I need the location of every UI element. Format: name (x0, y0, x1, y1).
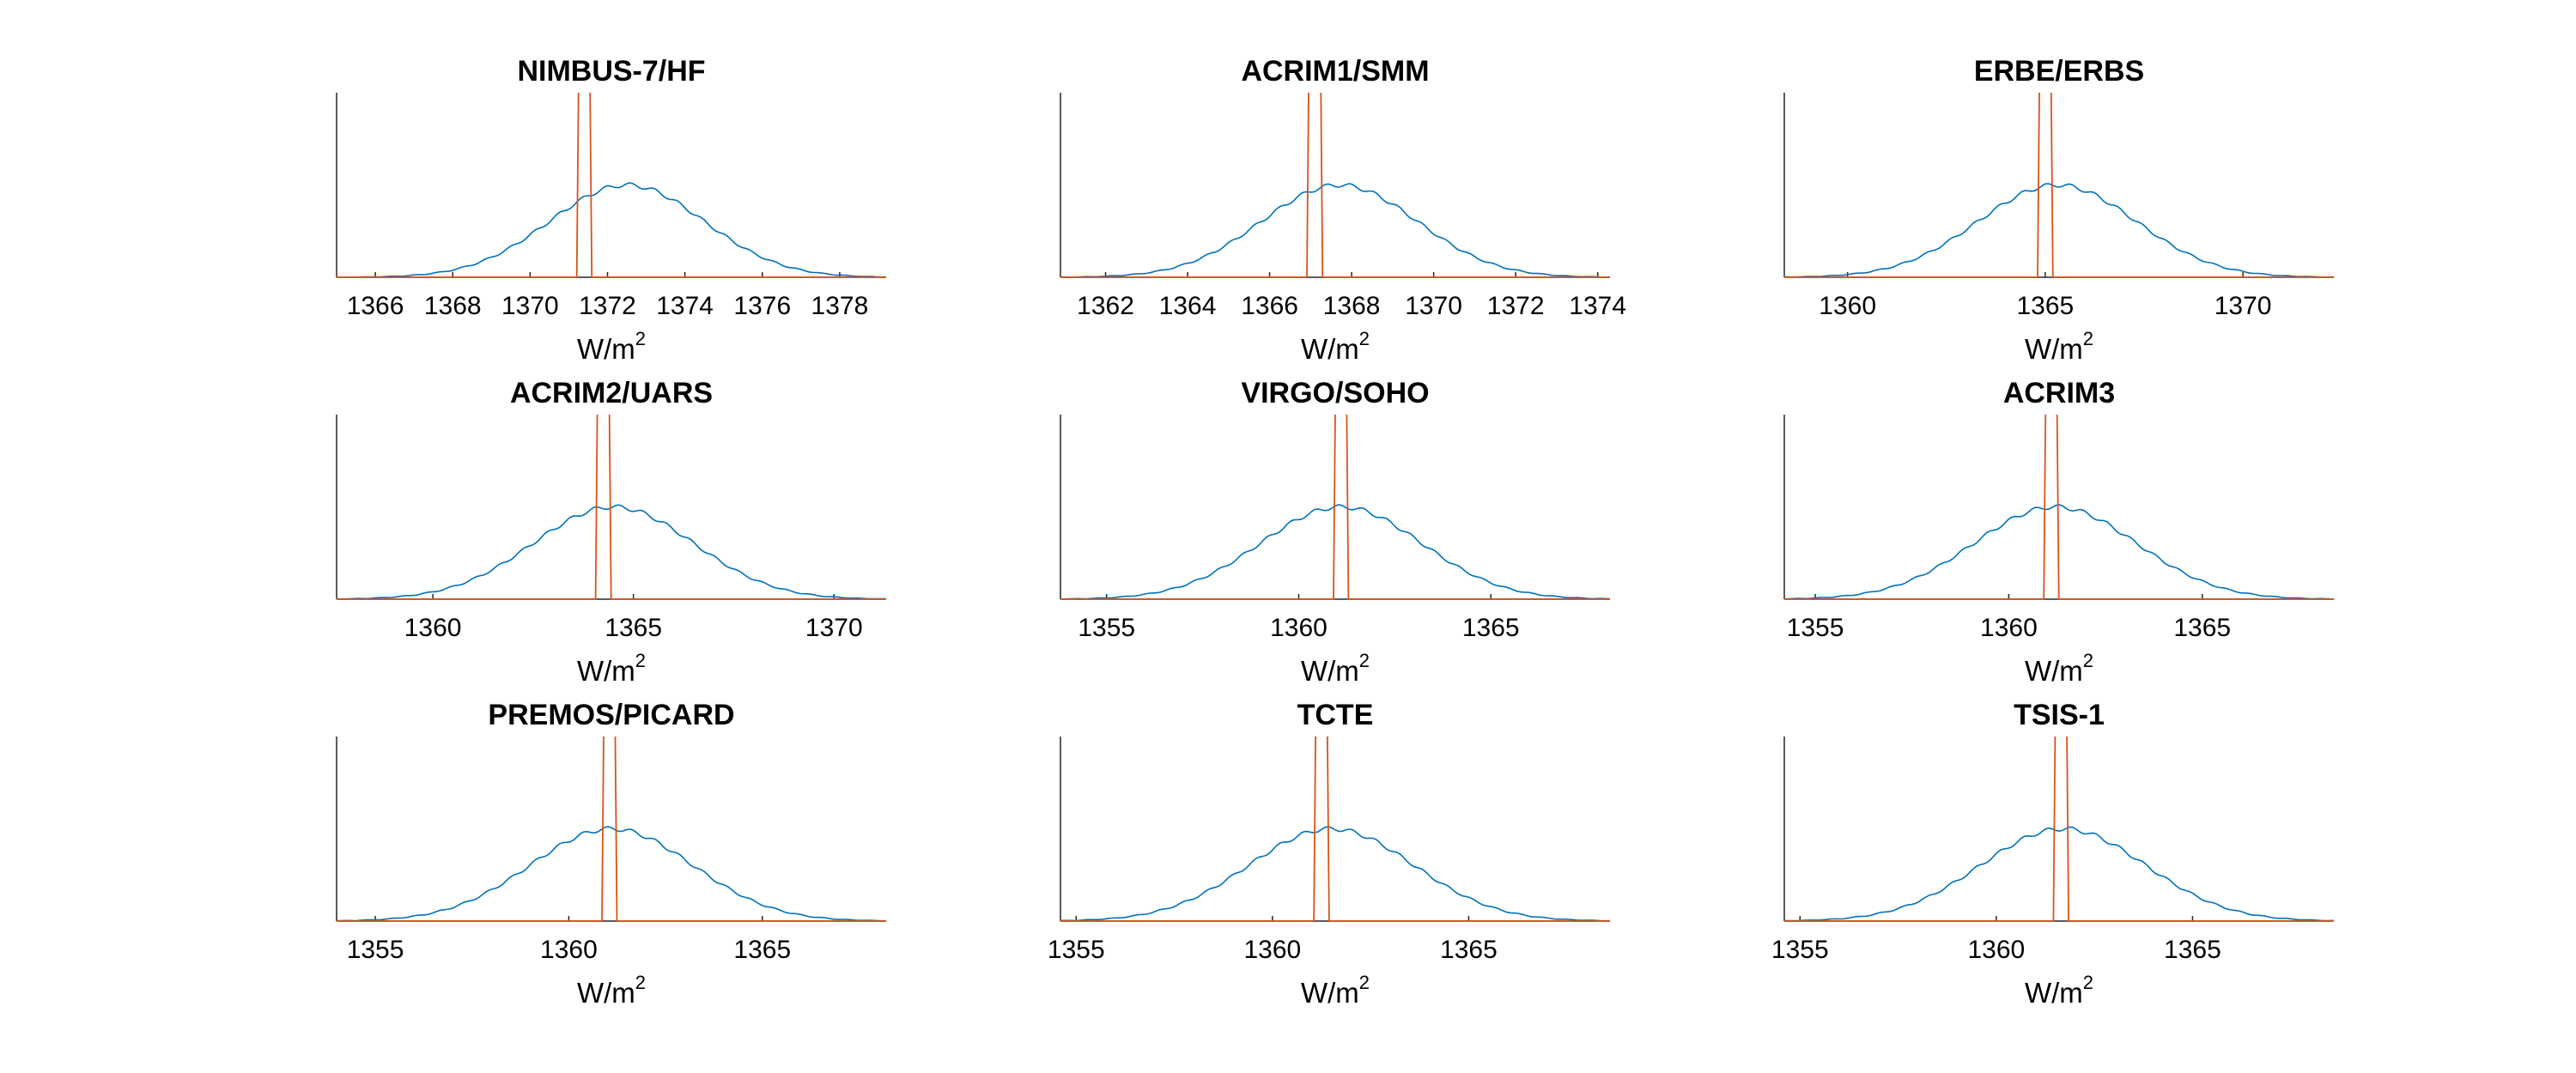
x-axis-label-sup: 2 (1359, 650, 1370, 671)
x-tick-label: 1374 (1569, 292, 1626, 320)
x-axis-label-sup: 2 (635, 972, 646, 993)
x-tick-label: 1360 (1980, 614, 2038, 642)
x-tick-label: 1360 (1243, 936, 1301, 964)
x-axis-label-base: W/m (1301, 333, 1359, 365)
x-tick-label: 1360 (540, 936, 598, 964)
prior-distribution-line (1060, 826, 1611, 922)
posterior-distribution-line (1060, 736, 1610, 922)
panel-title: VIRGO/SOHO (1241, 377, 1429, 409)
x-axis-label: W/m2 (1301, 650, 1370, 687)
x-axis-label-sup: 2 (2083, 972, 2093, 993)
x-tick-label: 1372 (1487, 292, 1545, 320)
x-tick-label: 1355 (1078, 614, 1135, 642)
x-tick-label: 1372 (579, 292, 636, 320)
panel-8: TCTE 1355 1360 1365 W/m2 (1048, 699, 1611, 1009)
prior-distribution-line (336, 182, 886, 278)
x-tick-label: 1370 (805, 614, 863, 642)
x-axis-label: W/m2 (577, 328, 646, 365)
x-tick-label: 1376 (733, 292, 791, 320)
x-axis-label-base: W/m (577, 977, 635, 1009)
x-tick-label: 1370 (2215, 292, 2272, 320)
x-axis-label: W/m2 (2025, 972, 2093, 1009)
posterior-distribution-line (337, 92, 886, 278)
x-tick-label: 1370 (1405, 292, 1462, 320)
x-axis-label-base: W/m (577, 333, 635, 365)
x-axis-label: W/m2 (2025, 650, 2093, 687)
panel-title: ACRIM1/SMM (1241, 55, 1429, 88)
panel-title: PREMOS/PICARD (488, 699, 734, 731)
panel-title: TCTE (1297, 699, 1374, 731)
x-tick-label: 1360 (1270, 614, 1327, 642)
x-tick-label: 1362 (1077, 292, 1134, 320)
posterior-distribution-line (337, 736, 886, 922)
x-tick-label: 1365 (2017, 292, 2075, 320)
panel-title: ERBE/ERBS (1974, 55, 2144, 88)
x-axis-label-base: W/m (1301, 655, 1359, 687)
x-tick-label: 1365 (1462, 614, 1520, 642)
panel-4: ACRIM2/UARS 1360 1365 1370 W/m2 (336, 377, 887, 687)
posterior-distribution-line (337, 414, 886, 600)
x-tick-label: 1365 (605, 614, 662, 642)
x-axis-label-sup: 2 (2083, 328, 2093, 349)
prior-distribution-line (1784, 826, 2334, 922)
x-axis-label-base: W/m (2025, 333, 2083, 365)
panel-title: TSIS-1 (2014, 699, 2105, 731)
panel-9: TSIS-1 1355 1360 1365 W/m2 (1771, 699, 2334, 1009)
x-tick-label: 1365 (733, 936, 791, 964)
x-tick-label: 1374 (656, 292, 714, 320)
prior-distribution-line (1783, 504, 2335, 600)
x-axis-label-base: W/m (577, 655, 635, 687)
x-tick-label: 1360 (1967, 936, 2025, 964)
x-tick-label: 1355 (347, 936, 404, 964)
x-axis-label-base: W/m (1301, 977, 1359, 1009)
x-axis-label-base: W/m (2025, 977, 2083, 1009)
panel-6: ACRIM3 1355 1360 1365 W/m2 (1783, 377, 2335, 687)
panel-7: PREMOS/PICARD 1355 1360 1365 W/m2 (336, 699, 886, 1009)
posterior-distribution-line (1784, 414, 2334, 600)
x-axis-label: W/m2 (1301, 328, 1370, 365)
panel-title: NIMBUS-7/HF (517, 55, 705, 88)
panel-2: ACRIM1/SMM 1362 1364 1366 1368 1370 1372 1374 W/… (1060, 55, 1626, 365)
x-axis-label-sup: 2 (635, 650, 646, 671)
x-tick-label: 1378 (811, 292, 869, 320)
x-axis-label-sup: 2 (1359, 328, 1370, 349)
x-tick-label: 1360 (1819, 292, 1876, 320)
panel-5: VIRGO/SOHO 1355 1360 1365 W/m2 (1060, 377, 1611, 687)
panel-title: ACRIM2/UARS (510, 377, 713, 409)
x-tick-label: 1365 (2173, 614, 2231, 642)
x-tick-label: 1365 (1440, 936, 1498, 964)
prior-distribution-line (1060, 504, 1611, 600)
panel-1: NIMBUS-7/HF 1366 1368 1370 1372 1374 1376 1378 W… (336, 55, 886, 365)
x-axis-label-sup: 2 (1359, 972, 1370, 993)
x-tick-label: 1366 (347, 292, 404, 320)
x-tick-label: 1366 (1241, 292, 1298, 320)
prior-distribution-line (336, 826, 886, 922)
posterior-distribution-line (1784, 736, 2334, 922)
x-tick-label: 1368 (1323, 292, 1381, 320)
prior-distribution-line (1784, 183, 2334, 278)
x-axis-label: W/m2 (2025, 328, 2093, 365)
posterior-distribution-line (1784, 92, 2334, 278)
x-tick-label: 1355 (1771, 936, 1829, 964)
prior-distribution-line (1060, 183, 1611, 278)
x-axis-label: W/m2 (577, 972, 646, 1009)
posterior-distribution-line (1060, 414, 1610, 600)
panel-3: ERBE/ERBS 1360 1365 1370 W/m2 (1783, 55, 2334, 365)
x-tick-label: 1370 (501, 292, 559, 320)
x-axis-label-base: W/m (2025, 655, 2083, 687)
x-tick-label: 1364 (1159, 292, 1217, 320)
panel-title: ACRIM3 (2003, 377, 2115, 409)
x-tick-label: 1360 (404, 614, 462, 642)
x-axis-label: W/m2 (1301, 972, 1370, 1009)
x-axis-label: W/m2 (577, 650, 646, 687)
x-axis-label-sup: 2 (635, 328, 646, 349)
x-axis-label-sup: 2 (2083, 650, 2093, 671)
x-tick-label: 1355 (1048, 936, 1105, 964)
x-tick-label: 1365 (2164, 936, 2221, 964)
prior-distribution-line (336, 504, 887, 600)
posterior-distribution-line (1060, 92, 1610, 278)
x-tick-label: 1368 (424, 292, 482, 320)
x-tick-label: 1355 (1787, 614, 1844, 642)
